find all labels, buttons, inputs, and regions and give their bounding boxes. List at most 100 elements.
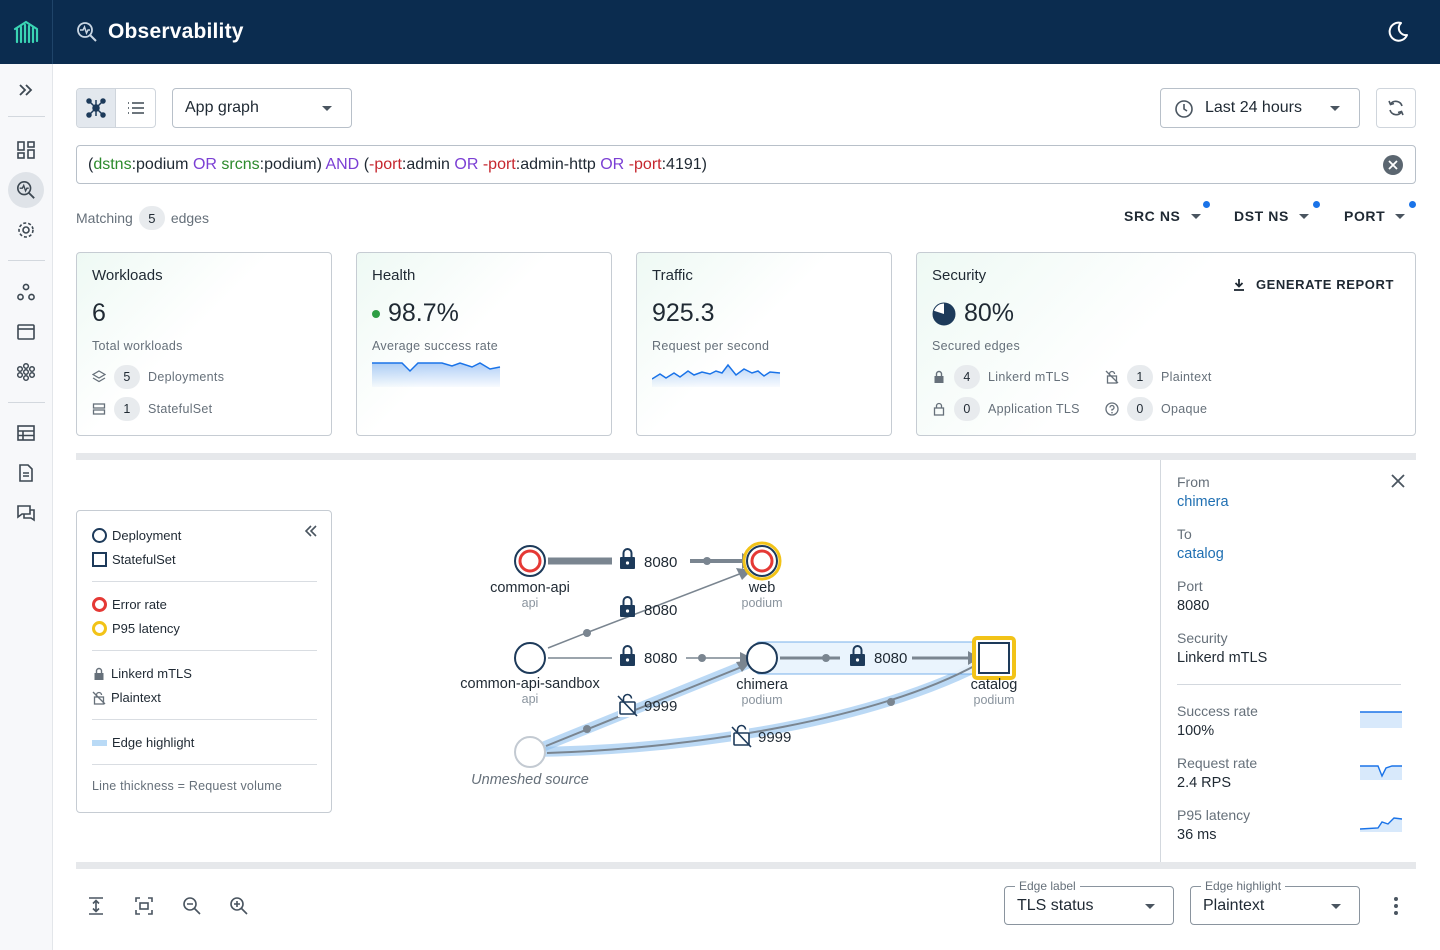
health-card: Health 98.7% Average success rate [356, 252, 612, 436]
legend-note: Line thickness = Request volume [92, 779, 282, 793]
node-chimera[interactable]: chimera podium [736, 642, 789, 707]
clock-icon [1175, 100, 1193, 118]
edge-port-label: 8080 [644, 650, 677, 667]
matching-prefix: Matching [76, 210, 133, 226]
to-link[interactable]: catalog [1177, 546, 1224, 562]
zoom-out-button[interactable] [179, 893, 205, 919]
edge-midpoint-dot [698, 654, 706, 662]
edge-label-e3[interactable]: 8080 [620, 645, 677, 667]
list-view-button[interactable] [116, 89, 155, 127]
p95-label: P95 latency [1177, 807, 1251, 823]
generate-report-label: GENERATE REPORT [1255, 277, 1394, 292]
opaque-label: Opaque [1161, 402, 1208, 416]
matching-suffix: edges [170, 210, 209, 226]
view-select[interactable]: App graph [172, 88, 352, 128]
query-token: srcns [221, 155, 260, 173]
chevron-down-icon [322, 106, 332, 111]
table-icon[interactable] [8, 415, 44, 451]
edge-label-select[interactable]: Edge label TLS status [1004, 879, 1174, 925]
deployments-label: Deployments [148, 370, 225, 384]
edge-port-label: 9999 [758, 729, 791, 746]
node-name: Unmeshed source [471, 772, 589, 788]
expand-sidebar-icon[interactable] [8, 72, 44, 108]
node-common-api[interactable]: common-api api [490, 545, 570, 610]
security-value: Linkerd mTLS [1177, 650, 1268, 666]
topology-icon[interactable] [8, 274, 44, 310]
pie-chart-icon [932, 302, 956, 325]
dst-ns-filter[interactable]: DST NS [1234, 201, 1320, 224]
node-unmeshed-source[interactable]: Unmeshed source [471, 736, 589, 788]
mesh-icon[interactable] [8, 354, 44, 390]
security-card: Security 80% Secured edges GENERATE REPO… [916, 252, 1416, 436]
node-web[interactable]: web podium [742, 541, 783, 610]
from-link[interactable]: chimera [1177, 494, 1229, 510]
generate-report-button[interactable]: GENERATE REPORT [1232, 277, 1394, 292]
settings-gear-icon[interactable] [8, 212, 44, 248]
edge-midpoint-dot [583, 725, 591, 733]
edge-midpoint-dot [887, 698, 895, 706]
document-icon[interactable] [8, 455, 44, 491]
clear-query-button[interactable] [1383, 155, 1403, 175]
observability-nav-icon[interactable] [8, 172, 44, 208]
edge-port-label: 8080 [874, 650, 907, 667]
legend-mtls: Linkerd mTLS [111, 666, 192, 681]
src-ns-filter[interactable]: SRC NS [1124, 201, 1210, 224]
edge-unmeshed-catalog[interactable] [546, 663, 979, 754]
edge-label-e1[interactable]: 8080 [620, 548, 677, 571]
query-input[interactable]: (dstns:podium OR srcns:podium) AND (-por… [76, 145, 1416, 184]
chevron-down-icon [1298, 213, 1309, 219]
legend-plaintext: Plaintext [111, 690, 161, 705]
edge-label-e6[interactable]: 9999 [731, 724, 791, 749]
traffic-sparkline [652, 363, 781, 387]
statefulset-count: 1 [114, 397, 140, 421]
zoom-in-button[interactable] [226, 893, 252, 919]
refresh-button[interactable] [1376, 88, 1416, 128]
fit-to-screen-button[interactable] [131, 893, 157, 919]
edge-label-e2[interactable]: 8080 [620, 596, 677, 619]
legend-p95: P95 latency [112, 621, 180, 636]
time-range-select[interactable]: Last 24 hours [1160, 88, 1360, 128]
card-title: Traffic [652, 267, 693, 284]
app-logo[interactable] [0, 0, 53, 64]
node-name: common-api-sandbox [460, 676, 600, 692]
edge-unmeshed-chimera[interactable] [545, 665, 745, 747]
edge-midpoint-dot [822, 654, 830, 662]
dst-ns-label: DST NS [1234, 208, 1289, 224]
deployment-shape-icon [92, 528, 107, 543]
query-token: OR [454, 155, 483, 173]
graph-view-button[interactable] [77, 89, 117, 127]
card-title: Security [932, 267, 987, 284]
p95-value: 36 ms [1177, 827, 1217, 843]
query-token: OR [600, 155, 629, 173]
node-namespace: podium [742, 693, 783, 707]
query-text: (dstns:podium OR srcns:podium) AND (-por… [88, 156, 707, 174]
query-token: :podium) [259, 155, 326, 173]
chevron-down-icon [1395, 213, 1406, 219]
statefulset-label: StatefulSet [148, 402, 213, 416]
plaintext-count: 1 [1127, 365, 1153, 389]
node-name: chimera [736, 677, 789, 693]
dark-mode-toggle-icon[interactable] [1386, 20, 1410, 44]
view-toggle [76, 88, 156, 128]
latency-ring-icon [92, 621, 107, 636]
edge-label-e5[interactable]: 9999 [617, 693, 677, 718]
dashboard-icon[interactable] [8, 132, 44, 168]
src-ns-label: SRC NS [1124, 208, 1181, 224]
node-common-api-sandbox[interactable]: common-api-sandbox api [460, 642, 600, 706]
chevron-down-icon [1331, 904, 1341, 909]
feedback-icon[interactable] [8, 495, 44, 531]
close-icon[interactable] [1390, 473, 1406, 489]
app-tls-label: Application TLS [988, 402, 1080, 416]
more-options-button[interactable] [1383, 893, 1409, 919]
edge-highlight-select[interactable]: Edge highlight Plaintext [1190, 879, 1360, 925]
app-graph-canvas[interactable] [76, 453, 1416, 869]
fit-height-button[interactable] [83, 893, 109, 919]
app-tls-count: 0 [954, 397, 980, 421]
collapse-legend-icon[interactable] [303, 523, 319, 539]
card-subtitle: Total workloads [92, 339, 183, 353]
window-icon[interactable] [8, 314, 44, 350]
node-catalog[interactable]: catalog podium [971, 636, 1018, 707]
edge-label-e4[interactable]: 8080 [850, 645, 907, 667]
port-filter[interactable]: PORT [1344, 201, 1416, 224]
